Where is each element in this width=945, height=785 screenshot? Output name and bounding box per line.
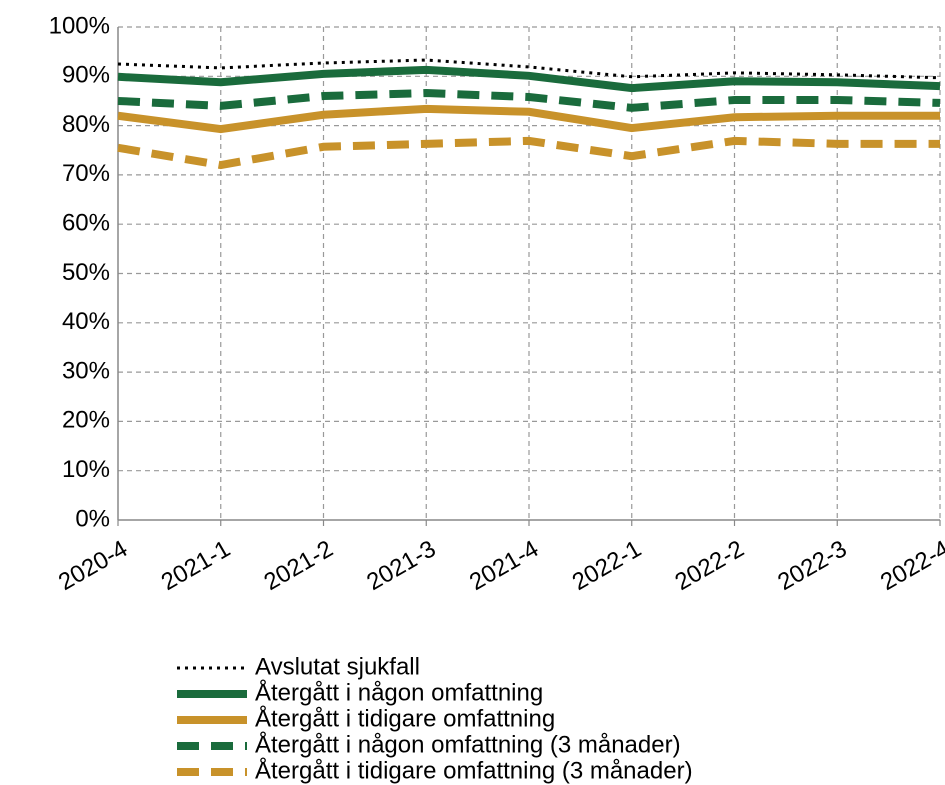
series-line (117, 136, 940, 170)
y-tick-label: 70% (62, 160, 110, 187)
x-tick-label: 2021-1 (157, 535, 235, 596)
y-tick-label: 50% (62, 259, 110, 286)
x-tick-label: 2022-1 (568, 535, 646, 596)
y-tick-label: 60% (62, 210, 110, 237)
legend-label: Återgått i någon omfattning (255, 678, 543, 706)
series-line (117, 104, 940, 134)
y-tick-label: 40% (62, 308, 110, 335)
legend-label: Återgått i tidigare omfattning (255, 704, 555, 732)
series-line (117, 58, 941, 80)
y-tick-label: 30% (62, 357, 110, 384)
y-tick-label: 90% (62, 62, 110, 89)
y-tick-label: 100% (49, 12, 110, 39)
y-tick-label: 10% (62, 456, 110, 483)
legend-label: Avslutat sjukfall (255, 653, 420, 680)
y-tick-label: 0% (75, 505, 110, 532)
series-line (117, 89, 941, 112)
x-tick-label: 2022-4 (876, 535, 945, 596)
x-tick-label: 2022-3 (773, 535, 851, 596)
x-tick-label: 2021-3 (362, 535, 440, 596)
x-tick-label: 2022-2 (670, 535, 748, 596)
legend-label: Återgått i någon omfattning (3 månader) (255, 730, 681, 758)
legend-label: Återgått i tidigare omfattning (3 månade… (255, 756, 693, 784)
series-line (117, 65, 941, 93)
x-tick-label: 2020-4 (54, 535, 132, 596)
y-tick-label: 80% (62, 111, 110, 138)
x-tick-label: 2021-4 (465, 535, 543, 596)
y-tick-label: 20% (62, 407, 110, 434)
x-tick-label: 2021-2 (259, 535, 337, 596)
